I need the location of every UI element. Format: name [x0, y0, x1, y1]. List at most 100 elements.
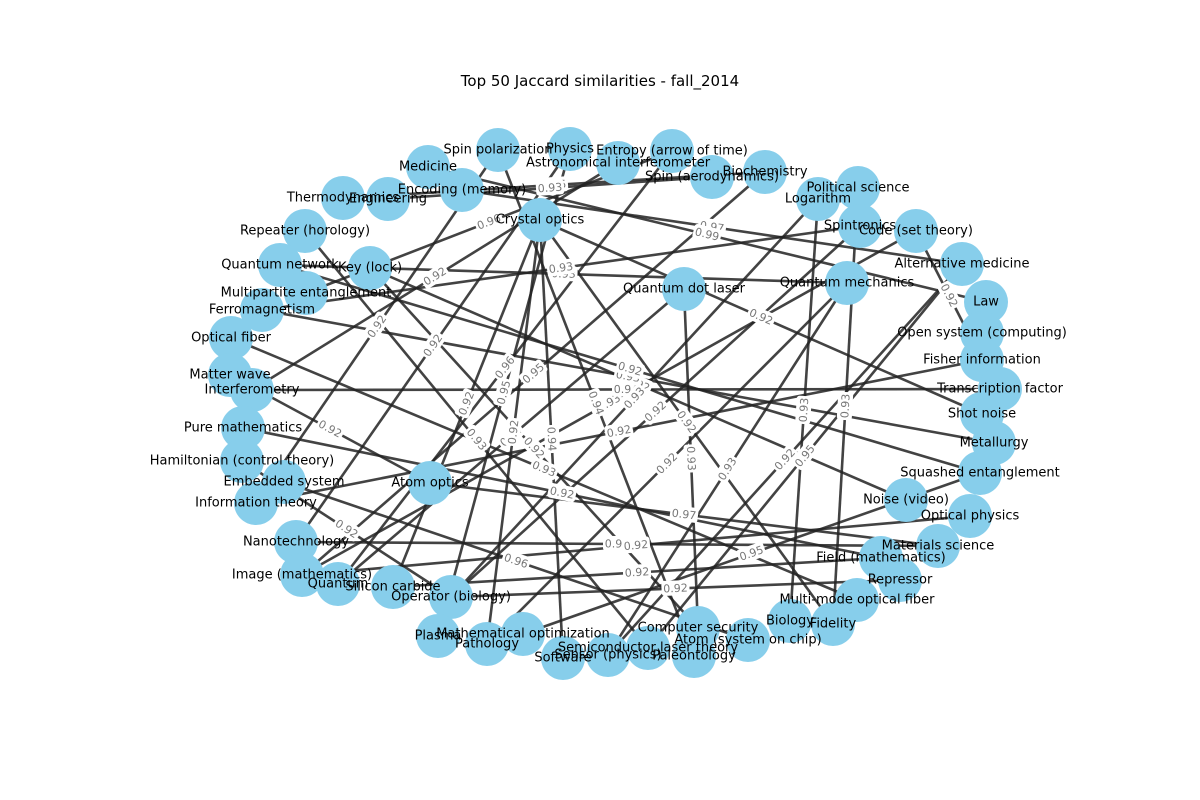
node-label-law: Law — [973, 295, 999, 310]
node-label-field-mathematics: Field (mathematics) — [816, 551, 946, 566]
edge-weight-text: 0.93 — [537, 181, 562, 196]
node-label-repeater-horology: Repeater (horology) — [240, 224, 370, 239]
edge-weight-text: 0.92 — [663, 582, 688, 596]
edge-weight-label: 0.94 — [543, 424, 561, 454]
node-paleontology[interactable] — [672, 634, 716, 678]
node-label-thermodynamics: Thermodynamics — [286, 191, 399, 206]
node-interferometry[interactable] — [230, 368, 274, 412]
node-thermodynamics[interactable] — [321, 176, 365, 220]
node-label-quantum: Quantum — [308, 577, 369, 592]
edge-weight-label-bg — [620, 383, 648, 412]
node-engineering[interactable] — [366, 177, 410, 221]
node-hamiltonian-control-theory[interactable] — [220, 439, 264, 483]
edge-weight-label-bg — [585, 387, 608, 418]
node-spin-polarization[interactable] — [476, 128, 520, 172]
node-alternative-medicine[interactable] — [940, 242, 984, 286]
node-atom-system-on-chip[interactable] — [726, 618, 770, 662]
node-label-metallurgy: Metallurgy — [960, 436, 1029, 451]
node-logarithm[interactable] — [796, 177, 840, 221]
node-quantum[interactable] — [316, 562, 360, 606]
node-silicon-carbide[interactable] — [371, 565, 415, 609]
node-pure-mathematics[interactable] — [221, 406, 265, 450]
node-physics[interactable] — [548, 127, 592, 171]
node-label-physics: Physics — [546, 142, 594, 157]
node-label-silicon-carbide: Silicon carbide — [345, 580, 440, 595]
node-multipartite-entanglement[interactable] — [284, 271, 328, 315]
edge-weight-text: 0.92 — [623, 538, 649, 553]
node-code-set-theory[interactable] — [894, 209, 938, 253]
edge-weight-text: 0.93 — [797, 397, 812, 422]
edge-weight-label-bg — [518, 359, 548, 387]
edge-weight-label: 0.93 — [714, 454, 740, 484]
node-quantum-network[interactable] — [258, 243, 302, 287]
node-optical-physics[interactable] — [948, 494, 992, 538]
node-label-encoding-memory: Encoding (memory) — [398, 183, 527, 198]
node-medicine[interactable] — [406, 145, 450, 189]
node-label-entropy-arrow-of-time: Entropy (arrow of time) — [596, 144, 748, 159]
node-ferromagnetism[interactable] — [240, 288, 284, 332]
edge-weight-label: 0.92 — [419, 330, 446, 360]
node-spintronics[interactable] — [838, 204, 882, 248]
node-quantum-mechanics[interactable] — [825, 261, 869, 305]
edge-weight-label-bg — [683, 444, 700, 473]
node-software[interactable] — [541, 636, 585, 680]
node-label-image-mathematics: Image (mathematics) — [232, 568, 372, 583]
node-information-theory[interactable] — [234, 481, 278, 525]
node-noise-video[interactable] — [884, 478, 928, 522]
nodes-layer — [208, 127, 1022, 680]
node-plasma[interactable] — [416, 614, 460, 658]
node-fidelity[interactable] — [811, 602, 855, 646]
node-mathematical-optimization[interactable] — [501, 612, 545, 656]
edge-weight-label-bg — [621, 536, 651, 554]
edge-weight-text: 0.97 — [671, 507, 697, 523]
node-label-matter-wave: Matter wave — [189, 368, 270, 383]
node-entropy-arrow-of-time[interactable] — [650, 129, 694, 173]
edge-weight-label: 0.92 — [315, 416, 346, 441]
node-label-biochemistry: Biochemistry — [722, 165, 807, 180]
node-label-crystal-optics: Crystal optics — [496, 213, 585, 228]
node-label-multi-mode-optical-fiber: Multi-mode optical fiber — [779, 593, 935, 608]
edge-weight-label-bg — [420, 263, 450, 289]
node-operator-biology[interactable] — [429, 575, 473, 619]
node-semiconductor-laser-theory[interactable] — [626, 626, 670, 670]
node-label-multipartite-entanglement: Multipartite entanglement — [221, 286, 392, 301]
node-spin-aerodynamics[interactable] — [690, 155, 734, 199]
node-crystal-optics[interactable] — [518, 198, 562, 242]
edge-weight-label-bg — [419, 330, 446, 360]
node-astronomical-interferometer[interactable] — [596, 141, 640, 185]
edge-weight-label: 0.93 — [683, 444, 700, 473]
node-label-logarithm: Logarithm — [785, 192, 851, 207]
node-biochemistry[interactable] — [743, 150, 787, 194]
node-materials-science[interactable] — [916, 524, 960, 568]
node-key-lock[interactable] — [348, 246, 392, 290]
node-political-science[interactable] — [836, 166, 880, 210]
node-label-astronomical-interferometer: Astronomical interferometer — [526, 156, 711, 171]
node-label-operator-biology: Operator (biology) — [391, 590, 511, 605]
node-squashed-entanglement[interactable] — [958, 451, 1002, 495]
node-sensor-physics[interactable] — [586, 633, 630, 677]
node-nanotechnology[interactable] — [274, 520, 318, 564]
node-biology[interactable] — [768, 599, 812, 643]
edge-weight-label-bg — [652, 449, 681, 478]
edge-weight-label: 0.92 — [504, 417, 522, 447]
node-label-ferromagnetism: Ferromagnetism — [209, 303, 315, 318]
node-encoding-memory[interactable] — [440, 168, 484, 212]
edge-weight-text: 0.94 — [544, 426, 558, 451]
node-optical-fiber[interactable] — [209, 316, 253, 360]
node-label-medicine: Medicine — [399, 160, 457, 175]
edge-weight-label-bg — [463, 424, 491, 454]
edge-weight-label: 0.92 — [661, 580, 690, 596]
node-label-key-lock: Key (lock) — [338, 261, 402, 276]
node-label-computer-security: Computer security — [638, 621, 759, 636]
node-label-noise-video: Noise (video) — [863, 493, 949, 508]
node-label-information-theory: Information theory — [195, 496, 317, 511]
edge-weight-label-bg — [795, 395, 812, 425]
node-atom-optics[interactable] — [408, 461, 452, 505]
edge-weight-label: 0.92 — [363, 311, 390, 341]
node-repeater-horology[interactable] — [283, 209, 327, 253]
node-repressor[interactable] — [878, 558, 922, 602]
node-quantum-dot-laser[interactable] — [662, 267, 706, 311]
node-pathology[interactable] — [465, 622, 509, 666]
node-image-mathematics[interactable] — [280, 553, 324, 597]
